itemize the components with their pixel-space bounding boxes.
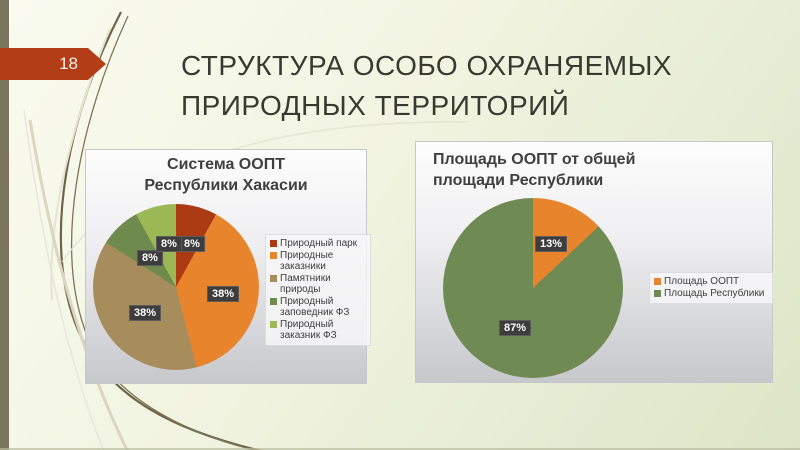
slide-number-badge: 18 xyxy=(0,48,106,80)
slide-bottom-edge xyxy=(0,448,800,450)
data-label: 38% xyxy=(128,305,162,321)
legend-label: Природный заказник ФЗ xyxy=(280,319,337,341)
legend-item: Природные заказники xyxy=(270,250,366,272)
chart-title: Система ООПТ Республики Хакасии xyxy=(86,154,366,196)
legend-label: Природные заказники xyxy=(280,250,334,272)
legend-label: Природный заповедник ФЗ xyxy=(280,296,350,318)
legend-label: Площадь ООПТ xyxy=(664,276,740,287)
data-label: 38% xyxy=(206,286,240,302)
legend-item: Площадь Республики xyxy=(654,288,768,299)
legend-item: Природный заповедник ФЗ xyxy=(270,296,366,318)
slide-title-line1: СТРУКТУРА ОСОБО ОХРАНЯЕМЫХ xyxy=(181,50,673,81)
legend-swatch-icon xyxy=(654,278,661,285)
data-label: 8% xyxy=(179,236,205,252)
slide-title-line2: ПРИРОДНЫХ ТЕРРИТОРИЙ xyxy=(181,90,570,121)
slide-title: СТРУКТУРА ОСОБО ОХРАНЯЕМЫХ ПРИРОДНЫХ ТЕР… xyxy=(181,46,741,126)
legend-swatch-icon xyxy=(654,290,661,297)
legend-label: Памятники природы xyxy=(280,273,331,295)
legend-swatch-icon xyxy=(270,321,277,328)
legend-swatch-icon xyxy=(270,275,277,282)
legend: Площадь ООПТ Площадь Республики xyxy=(649,272,773,304)
data-label: 13% xyxy=(534,236,568,252)
data-label: 87% xyxy=(498,320,532,336)
legend-label: Природный парк xyxy=(280,238,358,249)
chart-title-text: Система ООПТ Республики Хакасии xyxy=(144,156,308,194)
chart-title-text: Площадь ООПТ от общей площади Республики xyxy=(433,151,636,189)
legend: Природный парк Природные заказники Памят… xyxy=(265,234,371,346)
left-accent-bar xyxy=(0,0,9,450)
pie-chart-oopt-area xyxy=(443,198,623,378)
slide-number: 18 xyxy=(59,54,78,73)
chart-panel-oopt-area: Площадь ООПТ от общей площади Республики… xyxy=(415,141,773,383)
data-label: 8% xyxy=(137,250,163,266)
legend-swatch-icon xyxy=(270,240,277,247)
legend-item: Природный парк xyxy=(270,238,366,249)
legend-item: Площадь ООПТ xyxy=(654,276,768,287)
legend-item: Природный заказник ФЗ xyxy=(270,319,366,341)
chart-title: Площадь ООПТ от общей площади Республики xyxy=(433,149,653,191)
data-label: 8% xyxy=(156,236,182,252)
legend-item: Памятники природы xyxy=(270,273,366,295)
legend-swatch-icon xyxy=(270,298,277,305)
legend-label: Площадь Республики xyxy=(664,288,765,299)
chart-panel-oopt-system: Система ООПТ Республики Хакасии 8% 38% 3… xyxy=(85,149,371,384)
legend-swatch-icon xyxy=(270,252,277,259)
